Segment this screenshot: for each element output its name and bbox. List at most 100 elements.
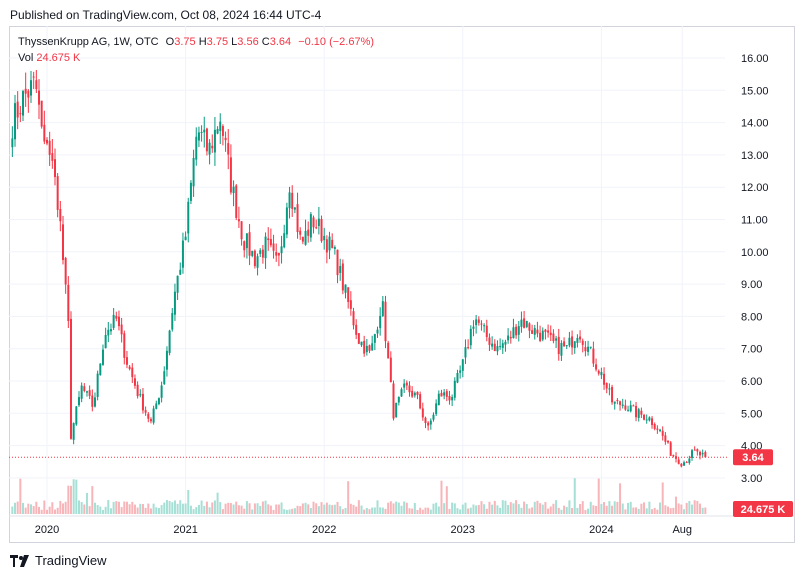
volume-bar [38,506,41,514]
candle-body [597,370,600,374]
candle-body [579,336,582,340]
volume-bar [451,502,454,514]
candle-body [261,249,264,258]
candle-body [445,391,448,397]
volume-bar [491,504,494,514]
candle-body [419,394,422,409]
volume-bar [397,502,400,514]
volume-bar [560,509,563,514]
volume-bar [285,509,288,514]
volume-bar [149,508,152,514]
candle-body [664,435,667,442]
candle-body [96,373,99,397]
candle-body [613,401,616,404]
volume-bar [141,503,144,514]
candle-body [661,430,664,436]
symbol-label[interactable]: ThyssenKrupp AG, 1W, OTC [18,36,159,48]
volume-bar [555,500,558,514]
volume-bar [480,501,483,514]
volume-bar [291,508,294,514]
y-tick-label: 12.00 [741,182,769,194]
y-tick-label: 13.00 [741,150,769,162]
candle-body [168,330,171,353]
volume-bar [600,503,603,514]
candle-body [541,330,544,340]
volume-bar [275,504,278,514]
volume-bar [27,503,30,514]
volume-bar [387,502,390,514]
volume-bar [125,501,128,514]
candle-body [491,343,494,347]
y-tick-label: 15.00 [741,85,769,97]
volume-bar [651,509,654,514]
x-tick-label: 2021 [173,524,197,536]
candle-body [371,343,374,351]
volume-bar [533,501,536,514]
volume-bar [120,507,123,514]
candle-body [165,350,168,370]
volume-bar [384,508,387,514]
volume-bar [251,509,254,514]
volume-bar [667,506,670,514]
volume-bar [443,503,446,514]
volume-bar [448,509,451,514]
volume-bar [117,501,120,514]
y-tick-label: 3.00 [741,473,762,485]
candle-body [427,422,430,426]
volume-bar [160,505,163,514]
candle-body [512,327,515,338]
candle-body [256,256,259,268]
candle-body [539,332,542,341]
candle-body [408,385,411,393]
candle-body [149,419,152,422]
candle-body [368,345,371,351]
candle-body [139,394,142,396]
volume-bar [691,504,694,514]
candle-body [235,185,238,218]
y-tick-label: 6.00 [741,376,762,388]
volume-bar [96,505,99,514]
candle-body [240,221,243,240]
volume-bar [333,504,336,514]
volume-bar [317,506,320,514]
candle-body [675,456,678,459]
candle-body [27,90,30,98]
candle-body [171,313,174,330]
volume-bar [349,503,352,514]
candle-body [469,328,472,346]
candle-body [104,335,107,349]
y-tick-label: 11.00 [741,215,768,227]
volume-bar [181,503,184,514]
candle-body [555,338,558,341]
volume-bar [680,504,683,514]
candle-body [192,157,195,187]
candle-body [208,142,211,155]
candle-body [667,440,670,443]
candle-body [227,143,230,155]
volume-bar [536,500,539,514]
volume-bar [53,509,56,514]
volume-bar [627,502,630,514]
volume-bar [421,509,424,514]
candle-body [547,330,550,333]
candle-body [288,192,291,209]
tradingview-brand[interactable]: TradingView [10,553,107,568]
volume-bar [355,506,358,514]
candle-body [560,343,563,356]
candle-body [669,442,672,456]
candle-body [43,124,46,142]
candle-body [101,349,104,365]
candle-body [595,364,598,370]
price-chart[interactable]: 16.00 15.00 14.00 13.00 12.00 11.00 10.00 9.00 8… [9,26,795,543]
volume-bar [643,502,646,514]
candle-body [46,139,48,144]
volume-bar [373,507,376,514]
candle-body [216,129,219,134]
volume-bar [352,504,355,514]
volume-bar [512,503,515,514]
volume-bar [283,509,286,514]
candle-body [403,383,406,388]
volume-bar [629,501,632,514]
volume-bar [637,508,640,514]
candle-body [251,250,254,256]
